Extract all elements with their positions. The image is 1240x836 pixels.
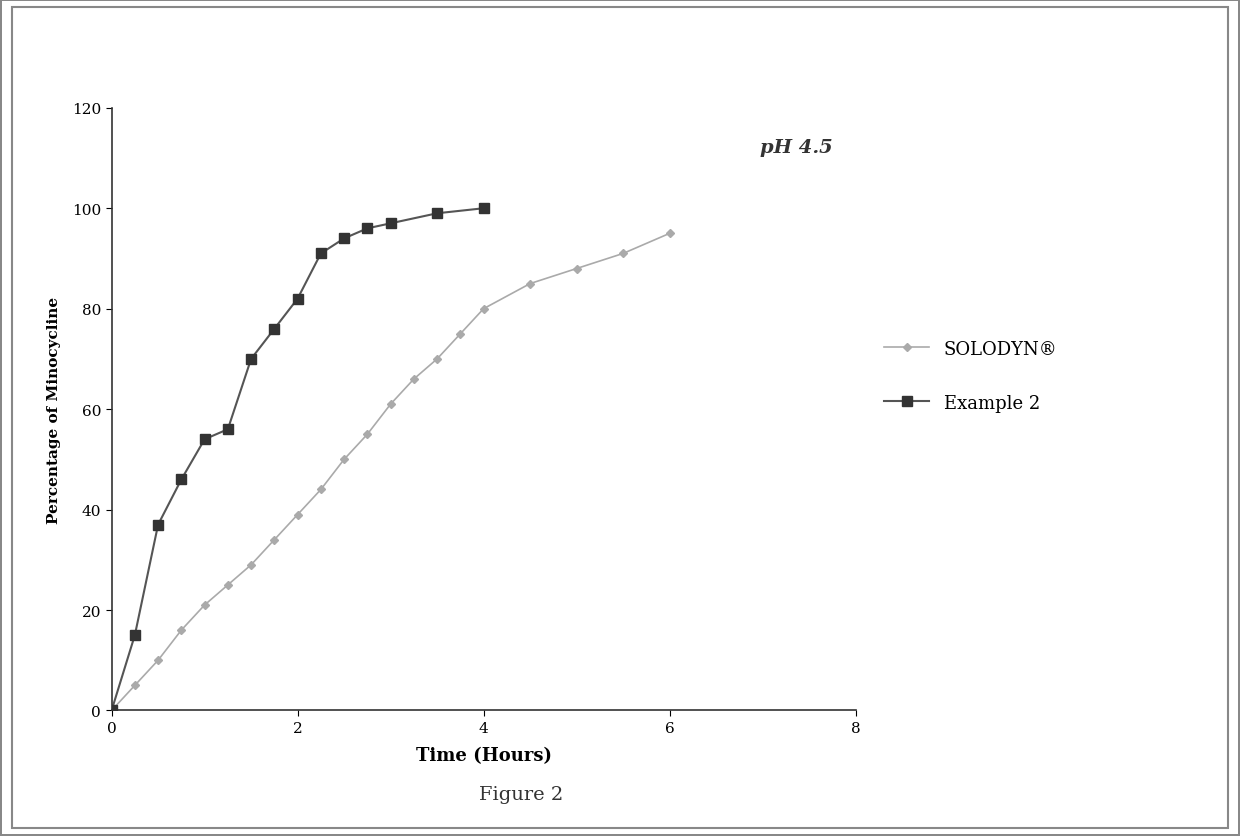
SOLODYN® (104, 706, 119, 716)
SOLODYN® (360, 430, 374, 440)
Line: Example 2: Example 2 (107, 204, 489, 716)
Example 2 (476, 204, 491, 214)
SOLODYN® (128, 681, 143, 691)
Text: Figure 2: Figure 2 (479, 784, 563, 803)
Example 2 (221, 425, 236, 435)
Example 2 (128, 630, 143, 640)
Text: pH 4.5: pH 4.5 (760, 139, 832, 157)
Example 2 (360, 224, 374, 234)
SOLODYN® (453, 329, 467, 339)
Line: SOLODYN®: SOLODYN® (109, 232, 672, 713)
SOLODYN® (407, 375, 422, 385)
Y-axis label: Percentage of Minocycline: Percentage of Minocycline (47, 296, 61, 523)
Legend: SOLODYN®, Example 2: SOLODYN®, Example 2 (877, 333, 1065, 420)
Example 2 (267, 324, 281, 334)
Example 2 (336, 234, 352, 244)
SOLODYN® (197, 600, 212, 610)
X-axis label: Time (Hours): Time (Hours) (415, 746, 552, 764)
Example 2 (429, 209, 444, 219)
SOLODYN® (336, 455, 352, 465)
Example 2 (174, 475, 188, 485)
Example 2 (151, 520, 166, 530)
SOLODYN® (174, 625, 188, 635)
Example 2 (243, 354, 258, 364)
SOLODYN® (476, 304, 491, 314)
SOLODYN® (290, 510, 305, 520)
SOLODYN® (615, 249, 630, 259)
Example 2 (104, 706, 119, 716)
Example 2 (314, 249, 329, 259)
Example 2 (383, 219, 398, 229)
SOLODYN® (267, 535, 281, 545)
SOLODYN® (151, 655, 166, 665)
SOLODYN® (569, 264, 584, 274)
Example 2 (290, 294, 305, 304)
Example 2 (197, 435, 212, 445)
SOLODYN® (662, 229, 677, 239)
SOLODYN® (243, 560, 258, 570)
SOLODYN® (221, 580, 236, 590)
SOLODYN® (429, 354, 444, 364)
SOLODYN® (314, 485, 329, 495)
SOLODYN® (522, 279, 537, 289)
SOLODYN® (383, 400, 398, 410)
